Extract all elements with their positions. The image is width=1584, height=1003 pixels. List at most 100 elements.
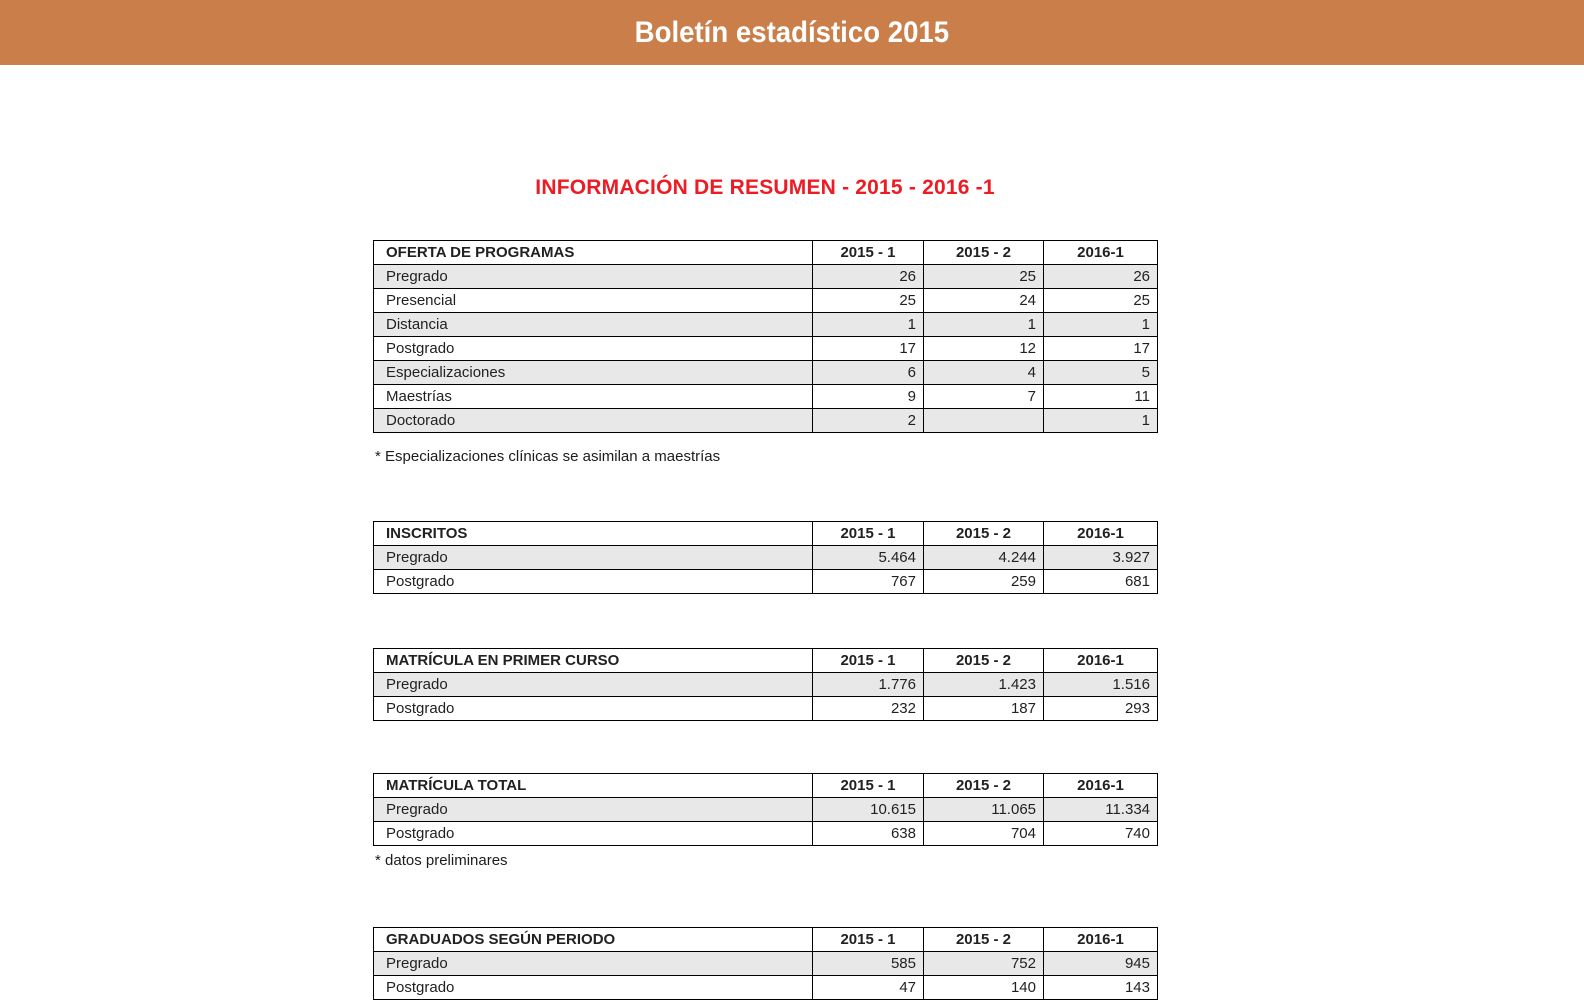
row-label: Distancia: [373, 312, 813, 337]
value-cell: 10.615: [812, 797, 924, 822]
period-column-header: 2015 - 1: [812, 521, 924, 546]
value-cell: 140: [923, 975, 1044, 1000]
table-row: Postgrado 638 704 740: [373, 821, 1158, 846]
row-label: Postgrado: [373, 975, 813, 1000]
value-cell: 1: [1043, 408, 1158, 433]
value-cell: 4.244: [923, 545, 1044, 570]
value-cell: 143: [1043, 975, 1158, 1000]
table-matricula-total: MATRÍCULA TOTAL 2015 - 1 2015 - 2 2016-1…: [373, 773, 1158, 846]
value-cell: 24: [923, 288, 1044, 313]
value-cell: 740: [1043, 821, 1158, 846]
table-header-row: MATRÍCULA TOTAL 2015 - 1 2015 - 2 2016-1: [373, 773, 1158, 798]
row-label: Pregrado: [373, 672, 813, 697]
table-row: Maestrías 9 7 11: [373, 384, 1158, 409]
value-cell: 1: [1043, 312, 1158, 337]
value-cell: 11.065: [923, 797, 1044, 822]
row-label: Postgrado: [373, 336, 813, 361]
period-column-header: 2015 - 1: [812, 240, 924, 265]
value-cell: 752: [923, 951, 1044, 976]
document-title: Boletín estadístico 2015: [634, 15, 950, 49]
table-header-row: INSCRITOS 2015 - 1 2015 - 2 2016-1: [373, 521, 1158, 546]
value-cell: 767: [812, 569, 924, 594]
period-column-header: 2015 - 2: [923, 521, 1044, 546]
value-cell: 704: [923, 821, 1044, 846]
value-cell: 681: [1043, 569, 1158, 594]
value-cell: 293: [1043, 696, 1158, 721]
value-cell: 25: [923, 264, 1044, 289]
table-row: Especializaciones 6 4 5: [373, 360, 1158, 385]
value-cell: 5.464: [812, 545, 924, 570]
value-cell: 638: [812, 821, 924, 846]
table-row: Postgrado 47 140 143: [373, 975, 1158, 1000]
value-cell: 259: [923, 569, 1044, 594]
value-cell: 12: [923, 336, 1044, 361]
header-bar: Boletín estadístico 2015: [0, 0, 1584, 65]
table-header-row: MATRÍCULA EN PRIMER CURSO 2015 - 1 2015 …: [373, 648, 1158, 673]
value-cell: 945: [1043, 951, 1158, 976]
table-row: Distancia 1 1 1: [373, 312, 1158, 337]
row-label: Pregrado: [373, 797, 813, 822]
row-label: Postgrado: [373, 569, 813, 594]
value-cell: 3.927: [1043, 545, 1158, 570]
value-cell: 2: [812, 408, 924, 433]
period-column-header: 2015 - 1: [812, 773, 924, 798]
row-label: Pregrado: [373, 545, 813, 570]
section-title: OFERTA DE PROGRAMAS: [373, 240, 813, 265]
value-cell: 5: [1043, 360, 1158, 385]
table-row: Pregrado 1.776 1.423 1.516: [373, 672, 1158, 697]
table-row: Postgrado 232 187 293: [373, 696, 1158, 721]
value-cell: 26: [812, 264, 924, 289]
table-row: Postgrado 767 259 681: [373, 569, 1158, 594]
section-title: MATRÍCULA EN PRIMER CURSO: [373, 648, 813, 673]
value-cell: 6: [812, 360, 924, 385]
table-matricula-primer-curso: MATRÍCULA EN PRIMER CURSO 2015 - 1 2015 …: [373, 648, 1158, 721]
period-column-header: 2015 - 2: [923, 648, 1044, 673]
table-row: Doctorado 2 1: [373, 408, 1158, 433]
value-cell: 1: [812, 312, 924, 337]
value-cell: 11: [1043, 384, 1158, 409]
value-cell: 47: [812, 975, 924, 1000]
period-column-header: 2016-1: [1043, 648, 1158, 673]
row-label: Maestrías: [373, 384, 813, 409]
period-column-header: 2016-1: [1043, 521, 1158, 546]
table-oferta-de-programas: OFERTA DE PROGRAMAS 2015 - 1 2015 - 2 20…: [373, 240, 1158, 433]
value-cell: 585: [812, 951, 924, 976]
section-title: MATRÍCULA TOTAL: [373, 773, 813, 798]
table-graduados: GRADUADOS SEGÚN PERIODO 2015 - 1 2015 - …: [373, 927, 1158, 1000]
row-label: Doctorado: [373, 408, 813, 433]
footnote: * Especializaciones clínicas se asimilan…: [375, 448, 721, 465]
footnote: * datos preliminares: [375, 852, 508, 869]
period-column-header: 2016-1: [1043, 240, 1158, 265]
row-label: Pregrado: [373, 951, 813, 976]
table-row: Postgrado 17 12 17: [373, 336, 1158, 361]
period-column-header: 2015 - 2: [923, 240, 1044, 265]
row-label: Postgrado: [373, 696, 813, 721]
value-cell: 1: [923, 312, 1044, 337]
row-label: Especializaciones: [373, 360, 813, 385]
value-cell: 17: [1043, 336, 1158, 361]
period-column-header: 2016-1: [1043, 927, 1158, 952]
row-label: Pregrado: [373, 264, 813, 289]
table-row: Pregrado 26 25 26: [373, 264, 1158, 289]
table-header-row: GRADUADOS SEGÚN PERIODO 2015 - 1 2015 - …: [373, 927, 1158, 952]
period-column-header: 2015 - 2: [923, 927, 1044, 952]
value-cell: 1.516: [1043, 672, 1158, 697]
period-column-header: 2016-1: [1043, 773, 1158, 798]
value-cell: 7: [923, 384, 1044, 409]
section-title: GRADUADOS SEGÚN PERIODO: [373, 927, 813, 952]
value-cell: 25: [812, 288, 924, 313]
table-row: Pregrado 585 752 945: [373, 951, 1158, 976]
value-cell: 187: [923, 696, 1044, 721]
table-row: Pregrado 5.464 4.244 3.927: [373, 545, 1158, 570]
value-cell: 4: [923, 360, 1044, 385]
value-cell: 1.423: [923, 672, 1044, 697]
value-cell: 11.334: [1043, 797, 1158, 822]
section-title: INSCRITOS: [373, 521, 813, 546]
period-column-header: 2015 - 1: [812, 648, 924, 673]
period-column-header: 2015 - 1: [812, 927, 924, 952]
table-row: Pregrado 10.615 11.065 11.334: [373, 797, 1158, 822]
table-row: Presencial 25 24 25: [373, 288, 1158, 313]
row-label: Postgrado: [373, 821, 813, 846]
value-cell: 25: [1043, 288, 1158, 313]
row-label: Presencial: [373, 288, 813, 313]
